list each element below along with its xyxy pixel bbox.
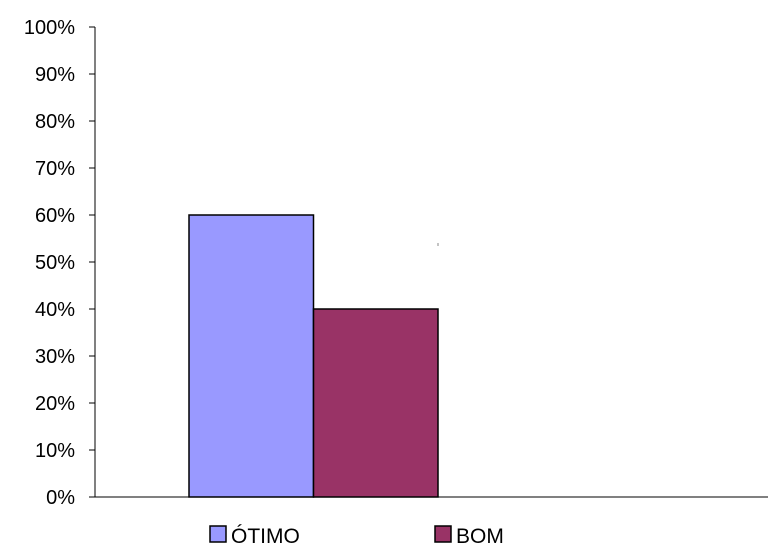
bar-ótimo	[188, 214, 315, 498]
legend-swatch	[434, 525, 452, 543]
legend-swatch	[209, 525, 227, 543]
y-tick-label: 50%	[35, 252, 75, 274]
y-tick-label: 0%	[46, 487, 75, 509]
bar-bom	[312, 308, 439, 498]
y-tick-label: 10%	[35, 440, 75, 462]
bars	[188, 214, 439, 498]
y-tick-label: 80%	[35, 111, 75, 133]
legend-label: ÓTIMO	[231, 525, 300, 546]
y-axis-ticks: 0% 10% 20% 30% 40% 50% 60% 70% 80% 90% 100%	[24, 17, 95, 509]
legend-label: BOM	[456, 525, 504, 546]
y-tick-label: 60%	[35, 205, 75, 227]
y-tick-label: 30%	[35, 346, 75, 368]
y-tick-label: 20%	[35, 393, 75, 415]
y-tick-label: 100%	[24, 17, 75, 39]
legend: ÓTIMO BOM	[209, 525, 504, 548]
y-tick-label: 90%	[35, 64, 75, 86]
y-tick-label: 70%	[35, 158, 75, 180]
y-tick-label: 40%	[35, 299, 75, 321]
